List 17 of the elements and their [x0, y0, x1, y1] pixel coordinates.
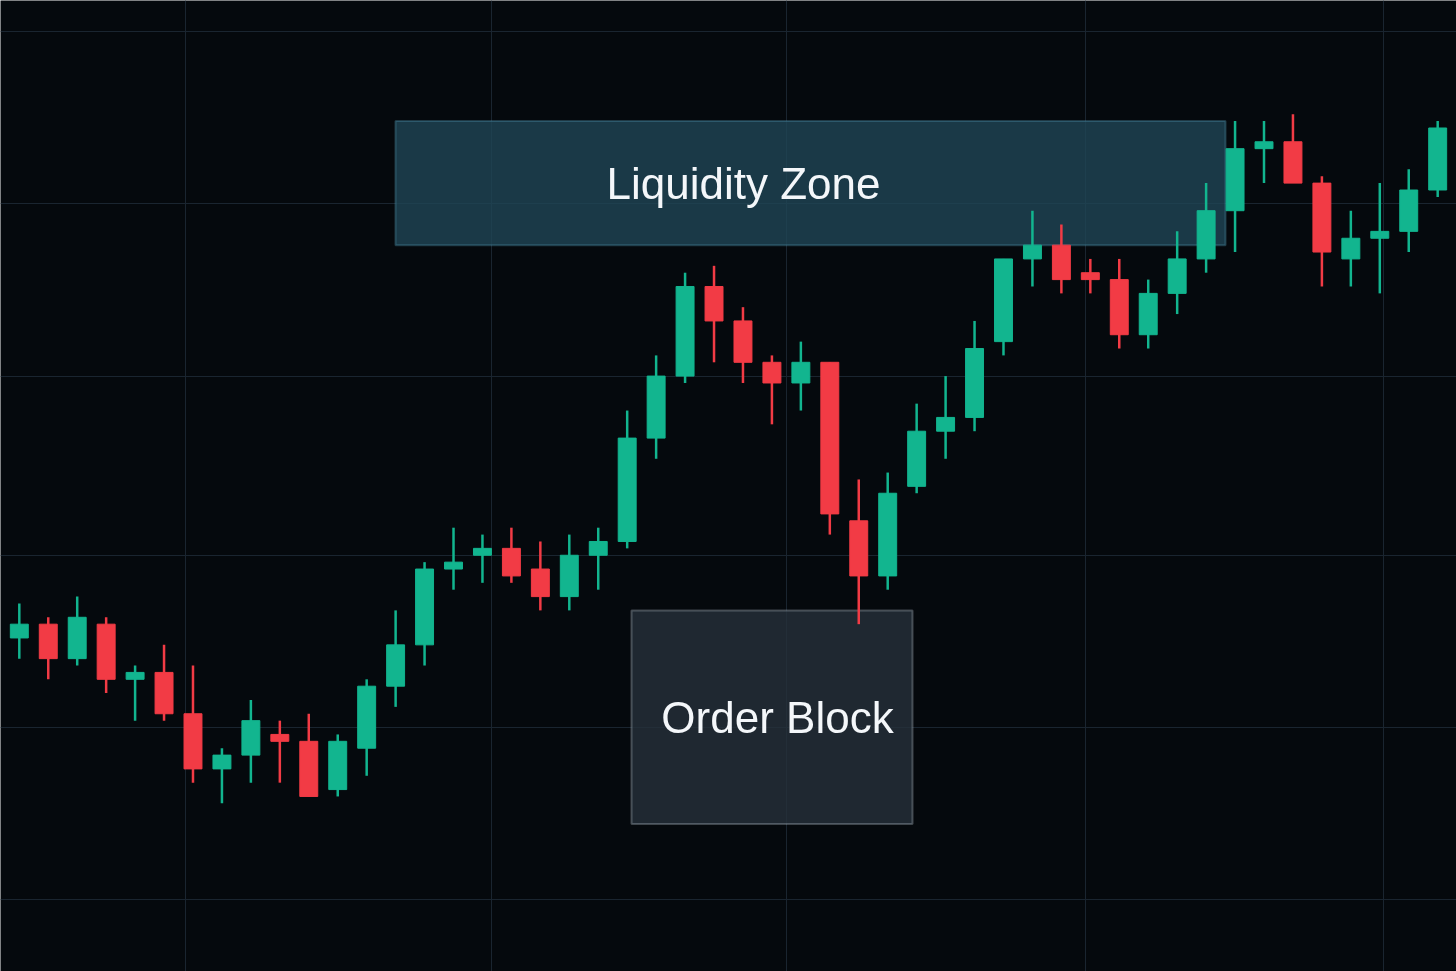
candlestick [125, 664, 145, 722]
candlestick [472, 533, 492, 585]
band-label: Order Block [661, 692, 895, 742]
candlestick [212, 746, 232, 805]
candlestick [1022, 209, 1042, 288]
candlestick [1370, 181, 1390, 295]
candlestick [791, 340, 811, 412]
candlestick [1080, 257, 1100, 295]
candlestick [9, 602, 29, 660]
candlestick [936, 374, 956, 461]
candlestick [444, 526, 463, 591]
candlestick [588, 526, 608, 591]
band-label: Liquidity Zone [606, 158, 881, 208]
candlestick [1341, 209, 1361, 288]
candlestick [270, 719, 290, 784]
candlestick [762, 354, 782, 426]
candlestick [1254, 119, 1274, 185]
